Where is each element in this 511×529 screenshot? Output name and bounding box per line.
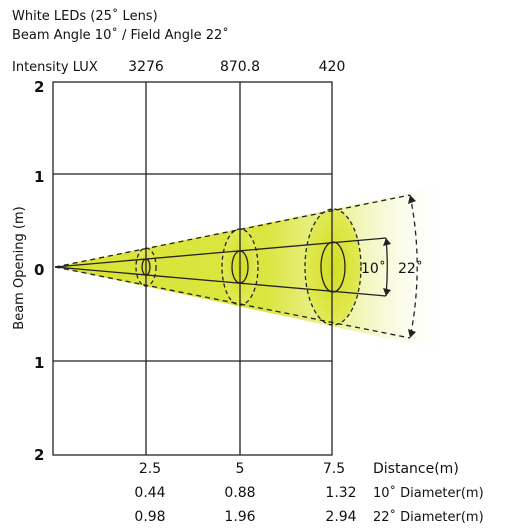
field-arc [409, 194, 418, 339]
spot-7-5m-outline [304, 208, 362, 326]
y-tick-bottom-2: 2 [34, 446, 44, 464]
y-tick-top-1: 1 [34, 168, 44, 186]
diameter-10-value-1: 0.44 [134, 485, 165, 501]
diameter-10-value-3: 1.32 [325, 485, 356, 501]
spot-5m-outline [221, 228, 259, 306]
beam-arc-arrow-top [383, 238, 391, 246]
intensity-value-3: 420 [319, 59, 346, 75]
beam-line-lower [54, 266, 387, 297]
x-tick-2-5: 2.5 [139, 461, 161, 477]
intensity-value-2: 870.8 [220, 59, 260, 75]
y-axis-label: Beam Opening (m) [12, 206, 27, 329]
field-angle-label: 22˚ [398, 260, 423, 277]
beam-angle-label: 10˚ [361, 260, 386, 277]
diameter-10-label: 10˚ Diameter(m) [373, 485, 484, 501]
diameter-22-label: 22˚ Diameter(m) [373, 509, 484, 525]
field-line-lower [54, 266, 411, 339]
y-tick-top-2: 2 [34, 78, 44, 96]
diameter-10-value-2: 0.88 [224, 485, 255, 501]
field-arc-arrow-bottom [408, 329, 416, 338]
diameter-22-value-3: 2.94 [325, 509, 356, 525]
intensity-value-1: 3276 [128, 59, 164, 75]
diameter-22-value-1: 0.98 [134, 509, 165, 525]
beam-line-upper [54, 237, 387, 268]
diagram-title-line1: White LEDs (25˚ Lens) [12, 8, 158, 24]
spot-7-5m [305, 209, 361, 325]
plot-border [52, 81, 333, 456]
diameter-22-value-2: 1.96 [224, 509, 255, 525]
field-arc-arrow-top [408, 195, 416, 204]
y-tick-bottom-1: 1 [34, 354, 44, 372]
intensity-label: Intensity LUX [12, 60, 98, 75]
spot-2-5m-outline [135, 247, 157, 287]
x-tick-7-5: 7.5 [323, 461, 345, 477]
grid [52, 81, 333, 456]
x-tick-5: 5 [236, 461, 245, 477]
beam-arc-arrow-bottom [383, 288, 391, 296]
x-axis-label: Distance(m) [373, 461, 459, 477]
y-tick-0: 0 [34, 261, 44, 279]
diagram-title-line2: Beam Angle 10˚ / Field Angle 22˚ [12, 27, 229, 43]
field-line-upper [54, 194, 411, 268]
